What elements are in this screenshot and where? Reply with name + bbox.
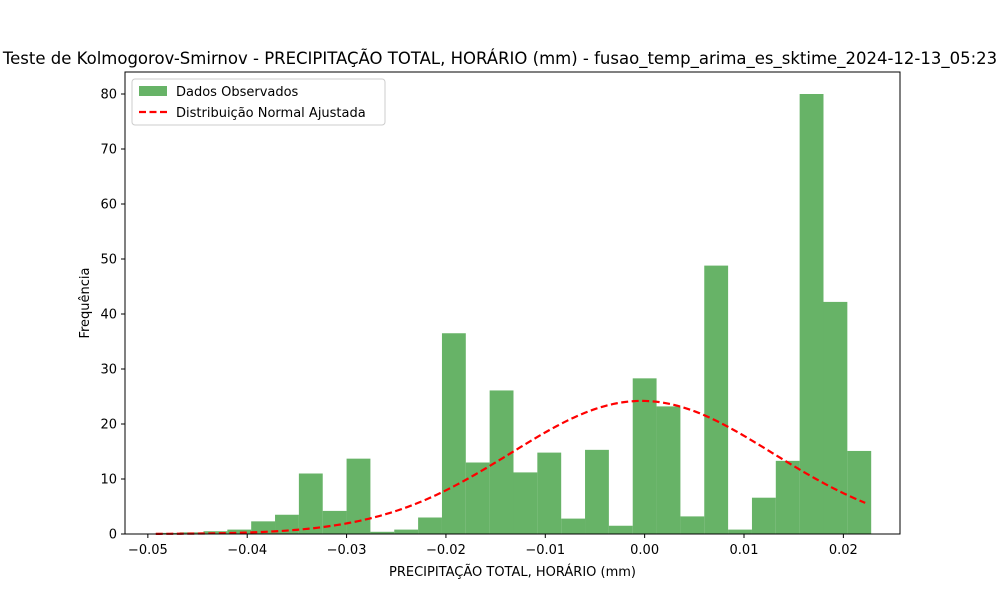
x-axis: −0.05 −0.04 −0.03 −0.02 −0.01 0.00 0.01 0.02 <box>128 534 858 558</box>
y-tick-label: 60 <box>100 198 117 213</box>
y-tick-label: 30 <box>100 363 117 378</box>
histogram-bar <box>251 521 276 534</box>
histogram-bar <box>322 510 347 534</box>
y-axis: 0 10 20 30 40 50 60 70 80 <box>100 88 125 543</box>
histogram-bar <box>513 472 538 534</box>
x-tick-label: −0.03 <box>327 543 367 558</box>
histogram-bar <box>394 529 419 534</box>
histogram-bar <box>585 449 609 534</box>
histogram-bar <box>465 462 490 534</box>
histogram-bar <box>656 406 681 534</box>
histogram-bar <box>346 458 371 534</box>
legend-label-fit-curve: Distribuição Normal Ajustada <box>176 106 366 121</box>
chart-title: Teste de Kolmogorov-Smirnov - PRECIPITAÇ… <box>2 49 997 69</box>
histogram-bar <box>799 94 824 534</box>
fit-curve-line <box>155 399 866 535</box>
y-tick-label: 50 <box>100 253 117 268</box>
y-tick-label: 10 <box>100 473 117 488</box>
histogram-bar <box>775 460 800 534</box>
histogram-bar <box>370 531 395 534</box>
histogram-bar <box>537 452 562 534</box>
histogram-bar <box>608 525 633 534</box>
y-tick-label: 80 <box>100 88 117 103</box>
legend-box <box>131 78 386 126</box>
histogram-bar <box>847 450 872 534</box>
x-tick-label: −0.02 <box>426 543 466 558</box>
y-tick-label: 70 <box>100 143 117 158</box>
x-tick-label: −0.05 <box>128 543 168 558</box>
histogram-bar <box>680 516 705 534</box>
histogram-bar <box>632 378 657 534</box>
histogram-bar <box>298 473 323 534</box>
histogram-bar <box>704 265 729 534</box>
plot-frame <box>124 71 901 535</box>
histogram-bar <box>441 333 466 534</box>
x-axis-title: PRECIPITAÇÃO TOTAL, HORÁRIO (mm) <box>389 564 636 580</box>
histogram-bar <box>418 517 442 534</box>
y-axis-title: Frequência <box>78 267 93 338</box>
histogram-bars <box>155 94 872 534</box>
x-tick-label: −0.04 <box>227 543 267 558</box>
legend-label-histogram: Dados Observados <box>176 85 299 100</box>
histogram-bar <box>751 497 776 534</box>
histogram-bar <box>561 518 586 534</box>
y-tick-label: 0 <box>109 528 117 543</box>
x-tick-label: 0.00 <box>630 543 659 558</box>
legend-swatch-histogram <box>139 86 167 96</box>
y-tick-label: 40 <box>100 308 117 323</box>
histogram-bar <box>823 301 848 534</box>
histogram-bar <box>728 529 752 534</box>
legend: Dados Observados Distribuição Normal Aju… <box>131 78 386 126</box>
x-tick-label: 0.01 <box>730 543 759 558</box>
histogram-bar <box>203 531 228 534</box>
x-tick-label: 0.02 <box>829 543 858 558</box>
y-tick-label: 20 <box>100 418 117 433</box>
histogram-bar <box>489 390 514 534</box>
histogram-bar <box>227 529 252 534</box>
x-tick-label: −0.01 <box>525 543 565 558</box>
